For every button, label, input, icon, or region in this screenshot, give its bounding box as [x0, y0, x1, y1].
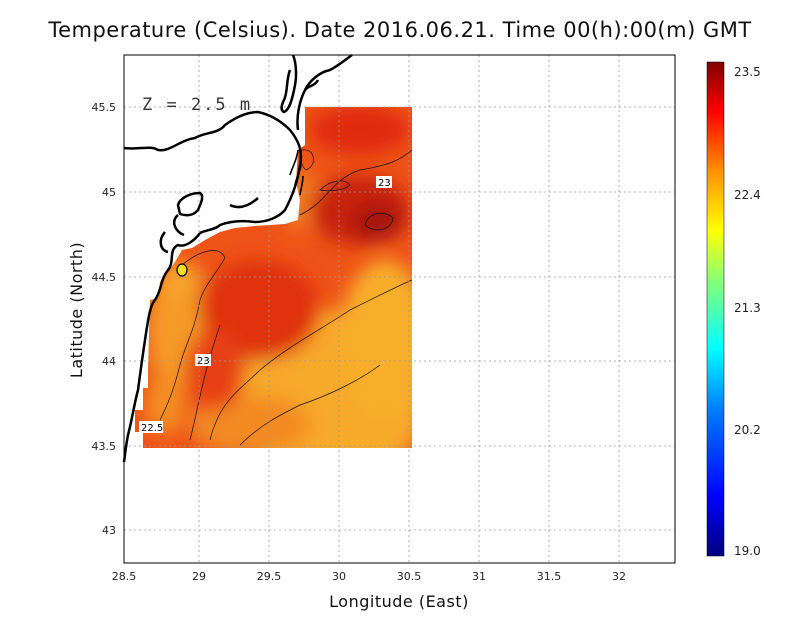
- x-tick-label: 30.5: [397, 570, 422, 583]
- x-tick-label: 31: [472, 570, 486, 583]
- x-tick-label: 31.5: [537, 570, 562, 583]
- colorbar-label: 23.5: [734, 65, 761, 79]
- x-tick-label: 29: [192, 570, 206, 583]
- x-tick-label: 28.5: [112, 570, 137, 583]
- x-tick-label: 30: [332, 570, 346, 583]
- map-title: Temperature (Celsius). Date 2016.06.21. …: [48, 18, 752, 42]
- y-axis: 43 43.5 44 44.5 45 45.5: [92, 101, 117, 537]
- coastline: [122, 53, 353, 463]
- colorbar-label: 22.4: [734, 188, 761, 202]
- lake-marker: [176, 263, 188, 277]
- y-axis-label: Latitude (North): [67, 242, 86, 378]
- y-tick-label: 45.5: [92, 101, 117, 114]
- x-axis-label: Longitude (East): [329, 592, 469, 611]
- colorbar-label: 19.0: [734, 544, 761, 558]
- depth-label: Z = 2.5 m: [142, 95, 252, 115]
- x-axis: 28.5 29 29.5 30 30.5 31 31.5 32: [112, 570, 626, 583]
- contour-label: 23: [197, 356, 210, 367]
- colorbar-label: 21.3: [734, 301, 761, 315]
- y-tick-label: 45: [102, 186, 116, 199]
- plot-frame: [123, 54, 676, 564]
- y-tick-label: 44: [102, 355, 116, 368]
- delta-islands: [289, 149, 304, 196]
- y-tick-label: 43: [102, 524, 116, 537]
- colorbar-gradient: [706, 61, 725, 557]
- y-tick-label: 43.5: [92, 440, 117, 453]
- x-tick-label: 29.5: [257, 570, 282, 583]
- contour-lines: [159, 149, 412, 446]
- y-tick-label: 44.5: [92, 271, 117, 284]
- colorbar: 23.5 22.4 21.3 20.2 19.0: [706, 61, 761, 558]
- colorbar-label: 20.2: [734, 423, 761, 437]
- contour-label: 22.5: [141, 423, 163, 434]
- grid-lines: [124, 55, 675, 563]
- x-tick-label: 32: [612, 570, 626, 583]
- contour-label: 23: [378, 178, 391, 189]
